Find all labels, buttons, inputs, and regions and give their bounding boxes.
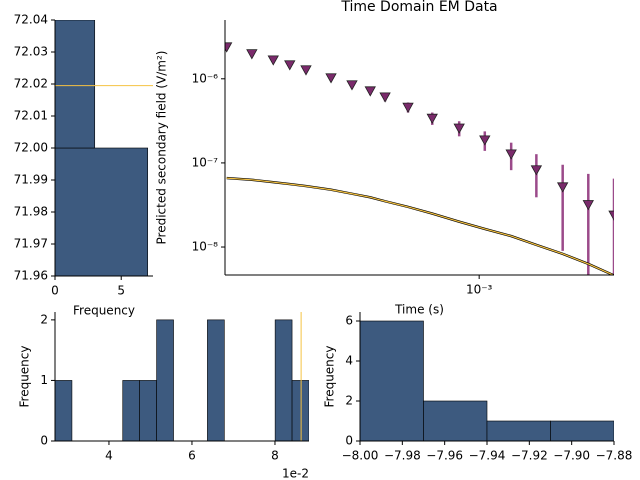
x-tick-label: 5 bbox=[117, 284, 125, 298]
bar bbox=[274, 319, 293, 441]
y-tick-label: 72.02 bbox=[14, 77, 48, 91]
x-axis-label: Frequency bbox=[73, 304, 135, 318]
marker bbox=[530, 165, 543, 176]
bar bbox=[550, 420, 614, 441]
marker bbox=[479, 135, 491, 146]
y-tick-label: 0 bbox=[345, 434, 353, 448]
x-tick-label: −8.00 bbox=[342, 449, 379, 463]
line bbox=[226, 177, 614, 275]
y-tick-label: 1 bbox=[40, 373, 48, 387]
marker bbox=[246, 49, 258, 60]
bar bbox=[55, 147, 149, 276]
y-tick-label: 71.97 bbox=[14, 237, 48, 251]
plot-area bbox=[55, 20, 153, 276]
panel: 71.96 71.97 71.98 71.99 72.00 72.01 72.02 72.03… bbox=[14, 13, 153, 318]
bar bbox=[207, 319, 225, 441]
marker bbox=[608, 210, 614, 221]
marker bbox=[300, 65, 312, 76]
y-tick-label: 2 bbox=[40, 312, 48, 326]
marker bbox=[325, 73, 337, 84]
x-tick-label: 6 bbox=[188, 449, 196, 463]
marker bbox=[426, 113, 438, 125]
chart-title: Time Domain EM Data bbox=[340, 0, 497, 15]
x-tick-label: −7.88 bbox=[596, 449, 633, 463]
panel: 10⁻⁸ 10⁻⁷ 10⁻⁶ 10⁻³ Time Domain EM Data Time … bbox=[155, 0, 614, 317]
y-tick-label: 72.03 bbox=[14, 45, 48, 59]
x-tick-label: −7.90 bbox=[553, 449, 590, 463]
panel: 0 1 2 4 6 8 Frequency 1e-2 bbox=[18, 312, 309, 480]
y-tick-label: 71.96 bbox=[14, 269, 48, 283]
y-tick-label: 71.99 bbox=[14, 173, 48, 187]
y-axis-label: Frequency bbox=[323, 346, 337, 408]
bar bbox=[139, 380, 157, 441]
y-tick-label: 10⁻⁷ bbox=[192, 155, 219, 169]
x-axis-label: Time (s) bbox=[394, 303, 444, 317]
marker bbox=[267, 55, 279, 66]
offset-text: 1e-2 bbox=[282, 467, 309, 480]
bar bbox=[360, 320, 424, 441]
bar bbox=[55, 20, 96, 149]
y-tick-label: 4 bbox=[345, 354, 353, 368]
x-tick-label: 0 bbox=[51, 284, 59, 298]
x-tick-label: −7.98 bbox=[384, 449, 421, 463]
marker bbox=[284, 60, 296, 71]
marker bbox=[556, 182, 569, 193]
y-tick-label: 2 bbox=[345, 394, 353, 408]
marker bbox=[379, 92, 391, 103]
plot-area bbox=[55, 312, 309, 441]
x-tick-label: 4 bbox=[105, 449, 113, 463]
x-tick-label: 8 bbox=[271, 449, 279, 463]
y-tick-label: 71.98 bbox=[14, 205, 48, 219]
y-axis-label: Predicted secondary field (V/m²) bbox=[155, 51, 169, 245]
y-tick-label: 72.04 bbox=[14, 13, 48, 27]
marker bbox=[346, 80, 358, 91]
marker bbox=[225, 42, 233, 53]
y-tick-label: 6 bbox=[345, 314, 353, 328]
y-tick-label: 10⁻⁸ bbox=[192, 240, 219, 254]
y-tick-label: 72.00 bbox=[14, 141, 48, 155]
y-axis-label: Frequency bbox=[18, 346, 32, 408]
y-tick-label: 72.01 bbox=[14, 109, 48, 123]
marker bbox=[453, 123, 465, 134]
bar bbox=[291, 380, 309, 441]
marker bbox=[402, 102, 414, 113]
marker bbox=[505, 149, 517, 160]
y-tick-label: 10⁻⁶ bbox=[192, 71, 219, 85]
bar bbox=[122, 380, 140, 441]
bar bbox=[55, 380, 73, 441]
y-tick-label: 0 bbox=[40, 434, 48, 448]
x-tick-label: −7.92 bbox=[511, 449, 548, 463]
marker bbox=[364, 86, 376, 97]
marker bbox=[582, 200, 594, 211]
bar bbox=[156, 319, 174, 441]
bar bbox=[423, 400, 488, 441]
x-tick-label: −7.96 bbox=[426, 449, 463, 463]
x-tick-label: −7.94 bbox=[469, 449, 506, 463]
bar bbox=[486, 420, 551, 441]
plot-area bbox=[360, 320, 614, 441]
plot-area bbox=[225, 42, 614, 275]
x-tick-label: 10⁻³ bbox=[466, 283, 493, 297]
line-shadow bbox=[226, 176, 614, 275]
panel: 0 2 4 6 −8.00 −7.98 −7.96 −7.94 −7.92 −7.90 −7.88 F… bbox=[323, 312, 633, 463]
